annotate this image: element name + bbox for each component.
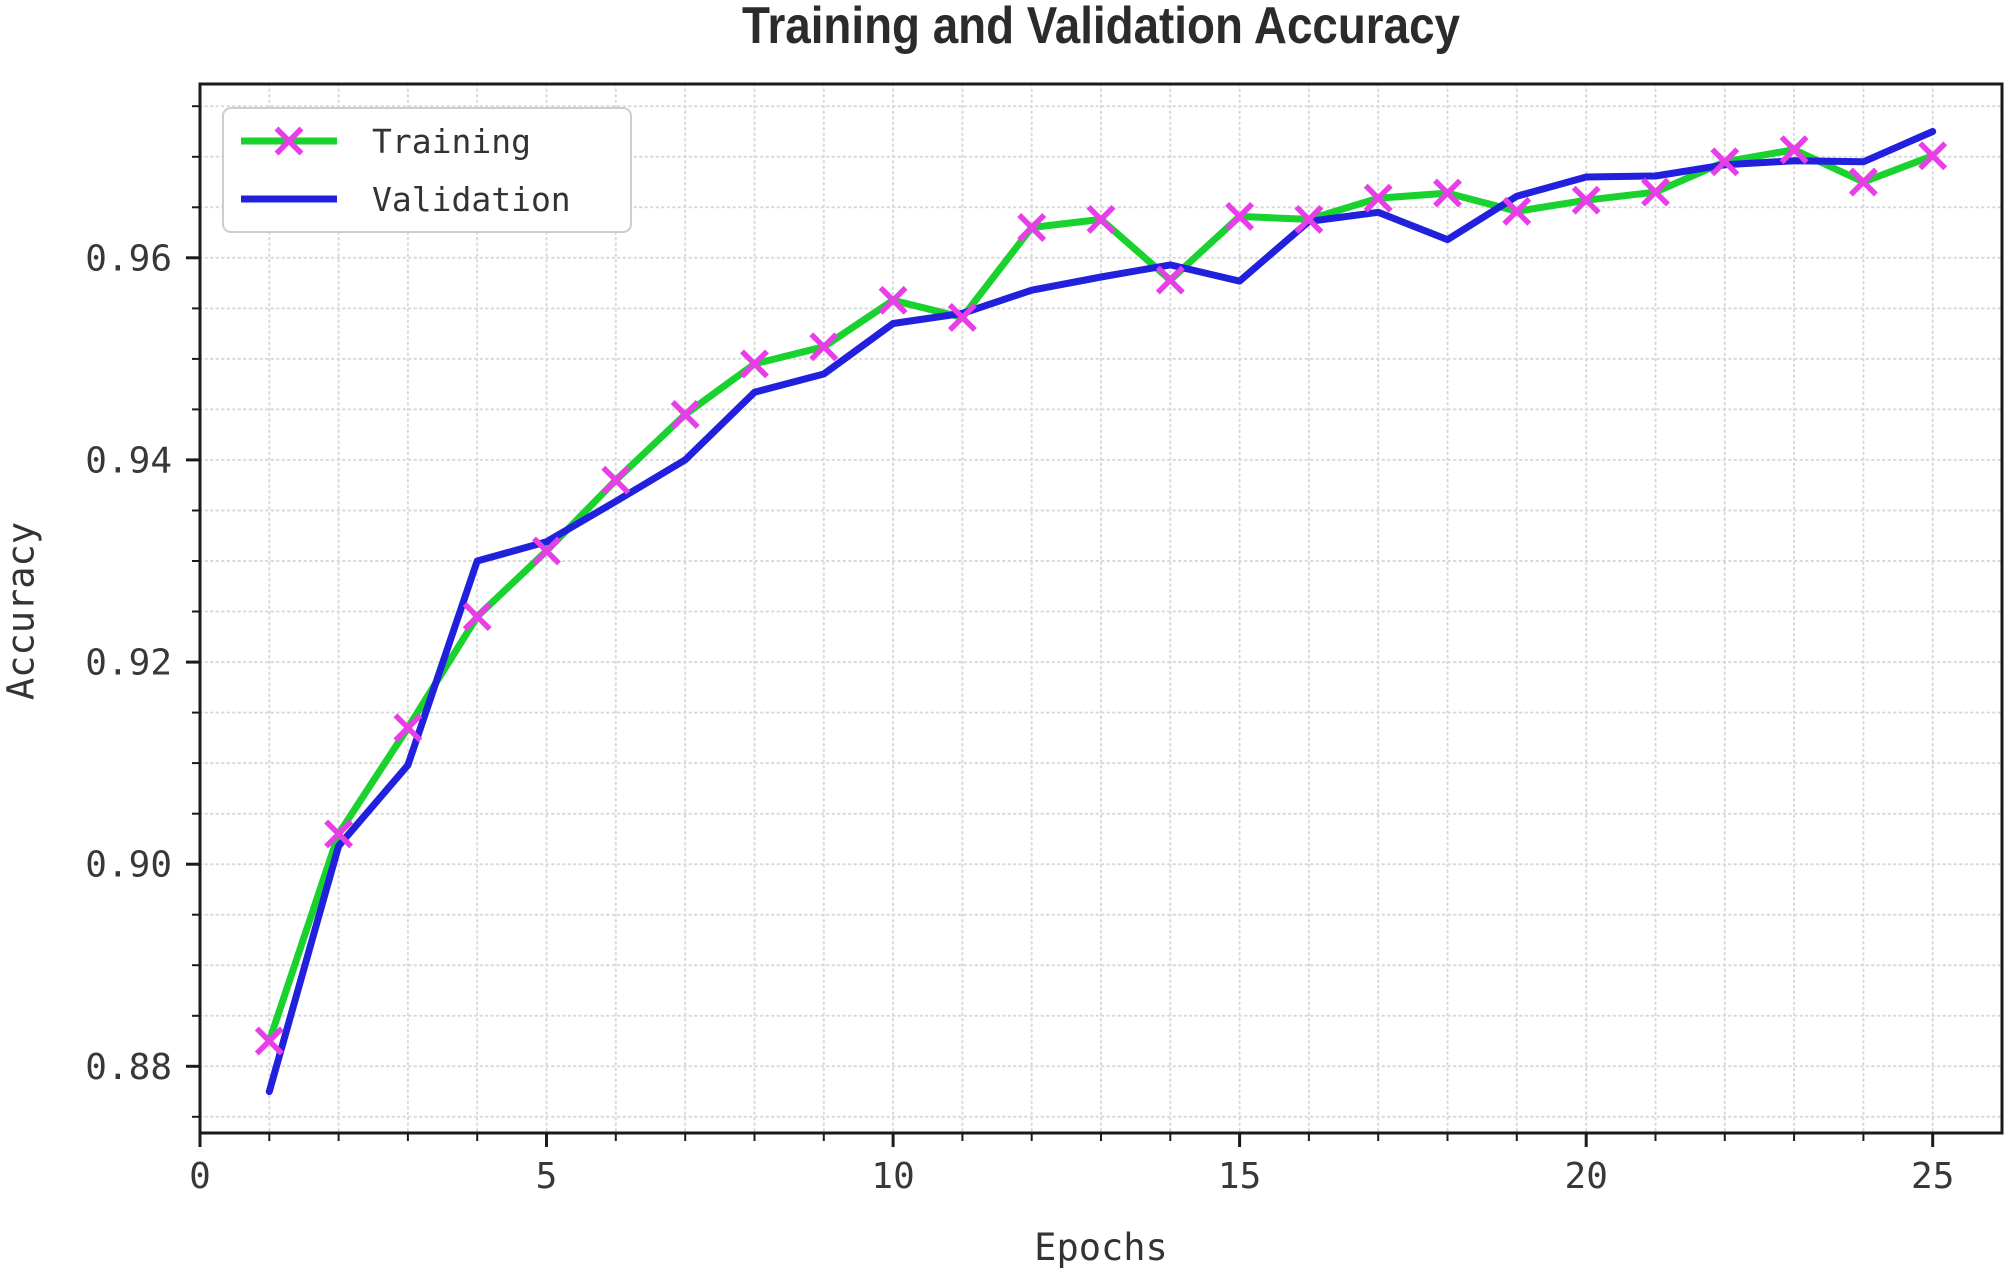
marker-x-training xyxy=(1641,177,1670,207)
marker-x-training xyxy=(1363,183,1393,213)
y-tick-label: 0.96 xyxy=(85,238,172,279)
y-tick-label: 0.92 xyxy=(85,643,172,684)
marker-x-training xyxy=(1086,204,1116,234)
chart-title: Training and Validation Accuracy xyxy=(742,0,1460,55)
y-tick-label: 0.94 xyxy=(85,440,172,481)
marker-x-training xyxy=(462,602,492,632)
legend-label: Training xyxy=(372,121,531,161)
x-tick-label: 15 xyxy=(1218,1156,1261,1197)
x-tick-label: 20 xyxy=(1565,1156,1608,1197)
marker-x-training xyxy=(1848,167,1878,197)
marker-x-training xyxy=(1918,141,1948,171)
x-tick-label: 25 xyxy=(1911,1156,1954,1197)
x-tick-label: 10 xyxy=(871,1156,914,1197)
legend-sample-training xyxy=(241,126,337,156)
marker-x-training xyxy=(809,332,839,362)
legend-sample-validation xyxy=(241,195,337,203)
y-tick-label: 0.90 xyxy=(85,845,172,886)
marker-x-training xyxy=(1571,185,1601,215)
marker-x-training xyxy=(740,349,769,379)
marker-x-training xyxy=(601,465,631,495)
marker-x-training xyxy=(254,1026,284,1056)
marker-x-training xyxy=(393,713,423,743)
series-line-validation xyxy=(265,128,1937,1096)
marker-x-training xyxy=(1294,204,1324,234)
marker-x-training xyxy=(1502,196,1532,226)
x-tick-label: 5 xyxy=(536,1156,558,1197)
marker-x-training xyxy=(532,536,561,566)
marker-x-training xyxy=(1710,147,1740,177)
legend-item-validation: Validation xyxy=(224,170,630,228)
marker-x-training xyxy=(1155,265,1185,295)
marker-x-training xyxy=(670,400,700,429)
marker-x-training xyxy=(947,302,977,332)
legend-item-training: Training xyxy=(224,112,630,170)
legend-label: Validation xyxy=(372,179,571,219)
x-tick-label: 0 xyxy=(189,1156,211,1197)
marker-x-training xyxy=(878,285,908,315)
y-axis-label: Accuracy xyxy=(0,521,43,701)
marker-x-training xyxy=(1779,135,1809,165)
marker-x-training xyxy=(1433,178,1462,208)
y-tick-label: 0.88 xyxy=(85,1047,172,1088)
legend-x-marker-icon xyxy=(274,126,304,156)
marker-x-training xyxy=(1017,213,1047,242)
marker-x-training xyxy=(324,819,354,849)
marker-x-training xyxy=(1225,201,1255,231)
legend: Training Validation xyxy=(222,107,632,233)
x-axis-label: Epochs xyxy=(1034,1226,1168,1269)
